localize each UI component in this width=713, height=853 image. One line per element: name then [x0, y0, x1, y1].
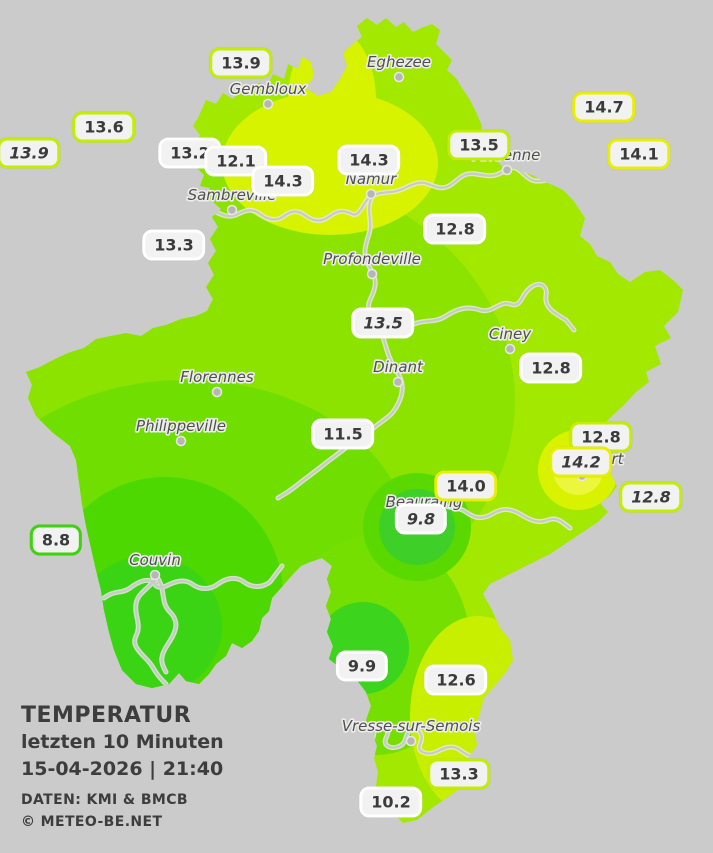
station-temp-label: 9.8	[394, 503, 448, 535]
isotherm-band-couvin-core	[74, 556, 222, 696]
city-label: Couvin	[129, 551, 181, 569]
city-dot	[262, 98, 274, 110]
city-label: Eghezee	[367, 53, 431, 71]
city-label: Florennes	[180, 368, 254, 386]
station-temp-label: 13.9	[0, 137, 61, 169]
city-label: Gembloux	[230, 80, 307, 98]
station-temp-label: 14.2	[549, 446, 613, 478]
data-source: DATEN: KMI & BMCB	[21, 792, 188, 809]
station-temp-label: 12.8	[619, 481, 683, 513]
river-group	[102, 166, 582, 759]
city-label: Vresse-sur-Semois	[342, 717, 481, 735]
station-temp-label: 13.9	[209, 47, 273, 79]
station-temp-label: 13.5	[447, 129, 511, 161]
city-dot	[149, 569, 161, 581]
city-label: Philippeville	[136, 417, 226, 435]
city-dot	[393, 71, 405, 83]
city-dot	[175, 435, 187, 447]
station-temp-label: 9.9	[335, 650, 389, 682]
copyright: © METEO-BE.NET	[21, 814, 163, 831]
city-dot	[504, 343, 516, 355]
city-label: Dinant	[373, 358, 424, 376]
station-temp-label: 10.2	[359, 786, 423, 818]
station-temp-label: 13.3	[142, 229, 206, 261]
station-temp-label: 13.6	[72, 111, 136, 143]
city-label: Ciney	[489, 325, 532, 343]
city-dot	[211, 386, 223, 398]
station-temp-label: 13.5	[351, 307, 415, 339]
city-dot	[501, 164, 513, 176]
station-temp-label: 12.6	[424, 664, 488, 696]
map-title: TEMPERATUR	[21, 703, 192, 728]
city-dot	[405, 735, 417, 747]
station-temp-label: 8.8	[29, 524, 83, 556]
station-temp-label: 12.8	[519, 352, 583, 384]
station-temp-label: 12.8	[423, 213, 487, 245]
station-temp-label: 14.0	[434, 470, 498, 502]
title-block: TEMPERATUR letzten 10 Minuten 15-04-2026…	[21, 703, 224, 834]
station-temp-label: 11.5	[311, 418, 375, 450]
city-dot	[226, 204, 238, 216]
city-label: Profondeville	[323, 250, 421, 268]
station-temp-label: 12.1	[204, 145, 268, 177]
station-temp-label: 13.3	[427, 758, 491, 790]
station-temp-label: 14.7	[572, 91, 636, 123]
city-dot	[366, 268, 378, 280]
isotherm-band-namur-yellow-arm	[288, 28, 376, 172]
map-subtitle: letzten 10 Minuten	[21, 731, 224, 754]
station-temp-label: 14.3	[337, 144, 401, 176]
city-dot	[392, 376, 404, 388]
station-temp-label: 14.1	[607, 138, 671, 170]
map-datetime: 15-04-2026 | 21:40	[21, 758, 224, 781]
city-dot	[365, 188, 377, 200]
station-temp-label: 14.3	[251, 165, 315, 197]
